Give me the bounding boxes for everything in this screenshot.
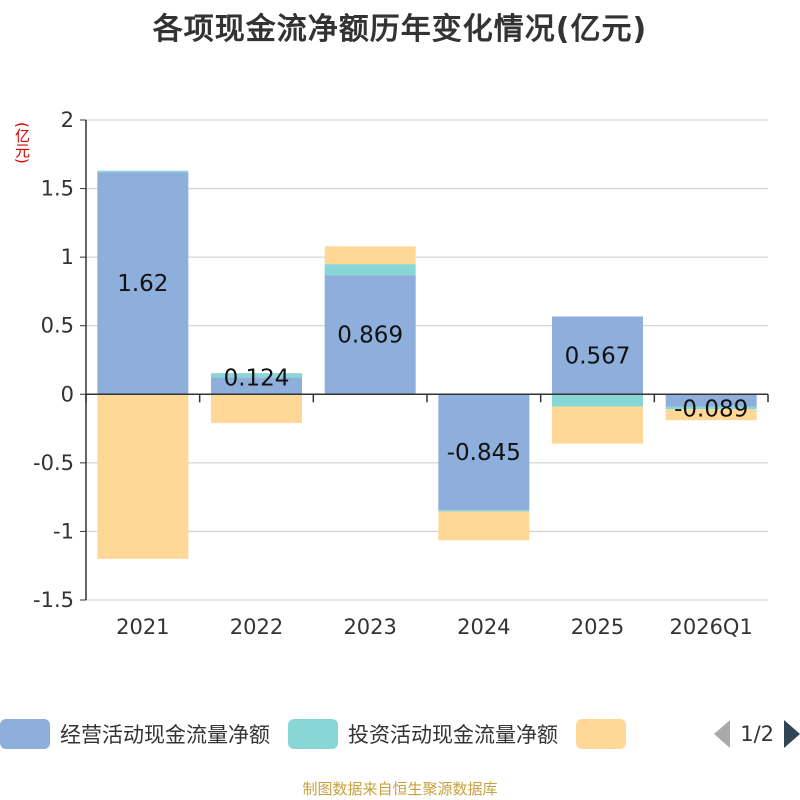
y-tick-label: 0 xyxy=(61,382,74,406)
bar-2024-series-1 xyxy=(438,510,530,512)
data-label: 0.124 xyxy=(224,365,290,391)
bar-2026Q1-series-1 xyxy=(665,406,757,410)
legend-prev-icon[interactable] xyxy=(714,720,731,748)
bar-2021-series-1 xyxy=(97,170,189,173)
x-tick-label: 2024 xyxy=(457,615,510,639)
bar-2023-series-0 xyxy=(324,275,416,395)
x-tick-label: 2022 xyxy=(230,615,283,639)
x-tick-label: 2023 xyxy=(343,615,396,639)
data-label: -0.089 xyxy=(674,396,748,422)
legend-item-financing[interactable] xyxy=(576,719,636,749)
bar-2022-series-0 xyxy=(211,377,302,395)
bar-2021-series-0 xyxy=(97,172,189,395)
bar-2025-series-1 xyxy=(552,394,643,407)
data-source-note: 制图数据来自恒生聚源数据库 xyxy=(302,780,498,798)
legend-page-indicator: 1/2 xyxy=(740,722,774,746)
bar-2024-series-0 xyxy=(438,394,530,511)
y-tick-label: 2 xyxy=(61,108,74,132)
x-tick-label: 2025 xyxy=(571,615,624,639)
stacked-bar-chart: 2 1.5 1 0.5 0 -0.5 -1 -1.5 2021 2022 2023 2024 2025 2… xyxy=(33,108,769,639)
chart-title: 各项现金流净额历年变化情况(亿元) xyxy=(152,12,648,47)
bar-2024-series-2 xyxy=(438,511,530,541)
bar-2022-series-1 xyxy=(211,373,302,378)
bar-2025-series-0 xyxy=(552,316,643,395)
legend-item-operating[interactable]: 经营活动现金流量净额 xyxy=(0,719,270,749)
legend-pager: 1/2 xyxy=(714,718,800,750)
legend-swatch-financing xyxy=(576,719,626,749)
legend-item-investing[interactable]: 投资活动现金流量净额 xyxy=(288,719,558,749)
y-tick-label: -1 xyxy=(53,519,74,543)
x-tick-label: 2026Q1 xyxy=(669,615,752,639)
bar-2023-series-1 xyxy=(324,264,416,276)
bar-2025-series-2 xyxy=(552,406,643,444)
y-tick-label: 1.5 xyxy=(41,177,74,201)
y-tick-label: 0.5 xyxy=(41,314,74,338)
bar-2026Q1-series-2 xyxy=(665,409,757,421)
legend-swatch-operating xyxy=(0,719,50,749)
legend-label-operating: 经营活动现金流量净额 xyxy=(60,723,270,747)
legend: 经营活动现金流量净额 投资活动现金流量净额 xyxy=(0,716,800,752)
y-tick-label: -0.5 xyxy=(33,451,74,475)
legend-next-icon[interactable] xyxy=(784,720,800,748)
data-label: -0.845 xyxy=(447,440,521,466)
data-label: 0.869 xyxy=(337,323,403,349)
bar-2023-series-2 xyxy=(324,246,416,265)
bar-2021-series-2 xyxy=(97,394,189,559)
data-label: 1.62 xyxy=(117,271,168,297)
data-label: 0.567 xyxy=(565,343,631,369)
y-axis-unit: (亿元) xyxy=(13,122,31,164)
x-tick-label: 2021 xyxy=(116,615,169,639)
y-tick-label: -1.5 xyxy=(33,588,74,612)
y-tick-label: 1 xyxy=(61,245,74,269)
bar-2026Q1-series-0 xyxy=(665,394,757,407)
legend-label-investing: 投资活动现金流量净额 xyxy=(348,723,558,747)
bar-2022-series-2 xyxy=(211,394,302,424)
legend-swatch-investing xyxy=(288,719,338,749)
